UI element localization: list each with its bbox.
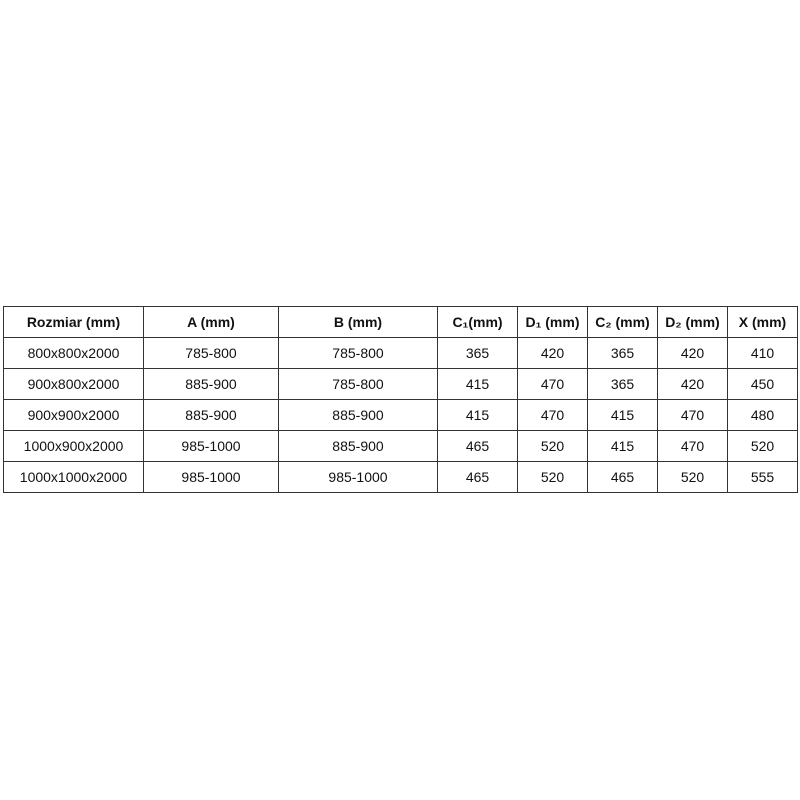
table-cell: 415: [437, 368, 518, 400]
table-cell: 520: [517, 461, 588, 493]
table-row: 900x900x2000 885-900 885-900 415 470 415 470 48…: [3, 399, 798, 431]
table-cell: 415: [587, 399, 658, 431]
table-cell: 900x800x2000: [3, 368, 144, 400]
table-cell: 885-900: [278, 399, 438, 431]
table-row: 1000x900x2000 985-1000 885-900 465 520 415 470…: [3, 430, 798, 462]
column-header: X (mm): [727, 306, 798, 338]
table-cell: 465: [437, 430, 518, 462]
column-header: Rozmiar (mm): [3, 306, 144, 338]
table-cell: 480: [727, 399, 798, 431]
table-cell: 465: [437, 461, 518, 493]
table-row: 800x800x2000 785-800 785-800 365 420 365 420 41…: [3, 337, 798, 369]
table-cell: 365: [587, 368, 658, 400]
table-cell: 420: [517, 337, 588, 369]
table-cell: 420: [657, 368, 728, 400]
table-cell: 365: [587, 337, 658, 369]
table-cell: 800x800x2000: [3, 337, 144, 369]
column-header: B (mm): [278, 306, 438, 338]
table-cell: 415: [587, 430, 658, 462]
table-cell: 520: [517, 430, 588, 462]
column-header: D₂ (mm): [657, 306, 728, 338]
table-cell: 785-800: [278, 368, 438, 400]
table-row: 900x800x2000 885-900 785-800 415 470 365 420 45…: [3, 368, 798, 400]
table-cell: 415: [437, 399, 518, 431]
table-row: 1000x1000x2000 985-1000 985-1000 465 520 465 5…: [3, 461, 798, 493]
table-cell: 365: [437, 337, 518, 369]
column-header: D₁ (mm): [517, 306, 588, 338]
table-cell: 1000x1000x2000: [3, 461, 144, 493]
table-cell: 785-800: [278, 337, 438, 369]
table-cell: 520: [727, 430, 798, 462]
table-cell: 885-900: [278, 430, 438, 462]
table-cell: 450: [727, 368, 798, 400]
table-cell: 885-900: [143, 368, 279, 400]
table-cell: 470: [657, 430, 728, 462]
table-cell: 985-1000: [143, 461, 279, 493]
header-row: Rozmiar (mm) A (mm) B (mm) C₁(mm) D₁ (mm) C₂ …: [3, 306, 798, 338]
table-cell: 785-800: [143, 337, 279, 369]
column-header: A (mm): [143, 306, 279, 338]
table-cell: 555: [727, 461, 798, 493]
table-cell: 410: [727, 337, 798, 369]
table-cell: 520: [657, 461, 728, 493]
dimensions-table: Rozmiar (mm) A (mm) B (mm) C₁(mm) D₁ (mm) C₂ …: [3, 306, 798, 493]
table-cell: 420: [657, 337, 728, 369]
table-cell: 470: [517, 399, 588, 431]
table-cell: 1000x900x2000: [3, 430, 144, 462]
column-header: C₁(mm): [437, 306, 518, 338]
table-cell: 900x900x2000: [3, 399, 144, 431]
table-cell: 985-1000: [278, 461, 438, 493]
table-cell: 470: [517, 368, 588, 400]
table-cell: 985-1000: [143, 430, 279, 462]
column-header: C₂ (mm): [587, 306, 658, 338]
table-cell: 885-900: [143, 399, 279, 431]
table-cell: 465: [587, 461, 658, 493]
table-cell: 470: [657, 399, 728, 431]
